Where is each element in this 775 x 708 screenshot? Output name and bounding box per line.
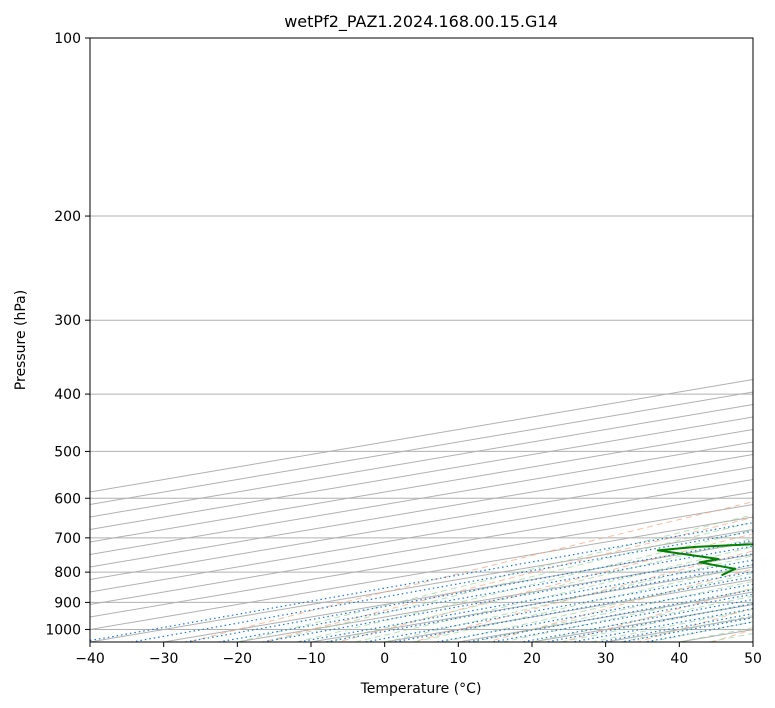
isotherm-gridline xyxy=(756,11,775,654)
plot-frame xyxy=(89,37,754,643)
isotherm-gridline xyxy=(160,541,753,642)
y-tick-label: 200 xyxy=(54,209,81,225)
dry-adiabat xyxy=(186,501,753,642)
y-tick-label: 500 xyxy=(54,444,81,460)
mixing-ratio-line xyxy=(464,589,753,642)
moist-adiabat xyxy=(620,615,753,642)
isotherm-gridline xyxy=(90,453,753,568)
isotherm-gridline xyxy=(234,553,753,642)
isotherm-gridline xyxy=(90,466,753,581)
x-tick-label: 10 xyxy=(449,651,467,667)
mixing-ratio-line xyxy=(488,593,753,642)
moist-adiabat xyxy=(502,588,753,642)
isotherm-gridline xyxy=(455,591,753,642)
moist-adiabat xyxy=(649,621,753,642)
isotherm-gridline xyxy=(308,566,753,642)
x-tick-label: −40 xyxy=(75,651,105,667)
moist-adiabat xyxy=(679,627,753,642)
isotherm-gridline xyxy=(90,491,753,606)
dry-adiabat xyxy=(261,516,753,642)
isotherm-gridline xyxy=(90,516,753,631)
moist-adiabat xyxy=(443,572,753,642)
dewpoint-line xyxy=(656,543,753,577)
y-tick-label: 300 xyxy=(54,313,81,329)
isotherm-gridline xyxy=(676,628,753,642)
y-tick-label: 800 xyxy=(54,565,81,581)
chart-title: wetPf2_PAZ1.2024.168.00.15.G14 xyxy=(284,12,558,32)
dry-adiabat xyxy=(748,11,775,654)
mixing-ratio-line xyxy=(182,539,753,642)
sounding-lines xyxy=(656,543,753,577)
y-tick-label: 400 xyxy=(54,387,81,403)
x-tick-label: 30 xyxy=(597,651,615,667)
y-tick-label: 1000 xyxy=(45,622,81,638)
x-tick-label: 0 xyxy=(380,651,389,667)
x-tick-label: 40 xyxy=(670,651,688,667)
y-tick-label: 100 xyxy=(54,31,81,47)
dry-adiabat xyxy=(709,629,753,642)
isotherm-gridline xyxy=(90,441,753,556)
y-axis-title: Pressure (hPa) xyxy=(13,290,29,390)
grid-layer xyxy=(90,11,775,654)
mixing-ratio-line xyxy=(542,603,753,642)
x-tick-label: −10 xyxy=(296,651,326,667)
moist-adiabat xyxy=(237,514,753,642)
x-tick-label: 50 xyxy=(744,651,762,667)
x-tick-label: −20 xyxy=(223,651,253,667)
mixing-ratio-line xyxy=(90,522,753,642)
moist-adiabat xyxy=(266,521,753,642)
isotherm-gridline xyxy=(90,503,753,618)
moist-adiabat xyxy=(561,602,753,642)
x-axis-title: Temperature (°C) xyxy=(360,681,482,697)
moist-adiabat xyxy=(355,546,753,642)
mixing-ratio-line xyxy=(433,583,753,642)
dry-adiabat xyxy=(635,607,753,642)
isotherm-gridline xyxy=(90,478,753,593)
mixing-ratio-line xyxy=(518,598,753,642)
y-tick-label: 900 xyxy=(54,595,81,611)
y-tick-label: 700 xyxy=(54,531,81,547)
dry-adiabat xyxy=(560,587,753,642)
moist-adiabat xyxy=(384,555,753,642)
mixing-ratio-line xyxy=(322,564,753,642)
x-tick-label: −30 xyxy=(149,651,179,667)
x-tick-label: 20 xyxy=(523,651,541,667)
reference-lines xyxy=(90,11,775,654)
axes: −40 −30 −20 −10 0 10 20 30 40 50 100 200 300 400 500 60… xyxy=(45,31,762,667)
mixing-ratio-line xyxy=(295,559,753,642)
moist-adiabat xyxy=(531,595,753,642)
dry-adiabat xyxy=(410,550,753,642)
y-tick-label: 600 xyxy=(54,491,81,507)
